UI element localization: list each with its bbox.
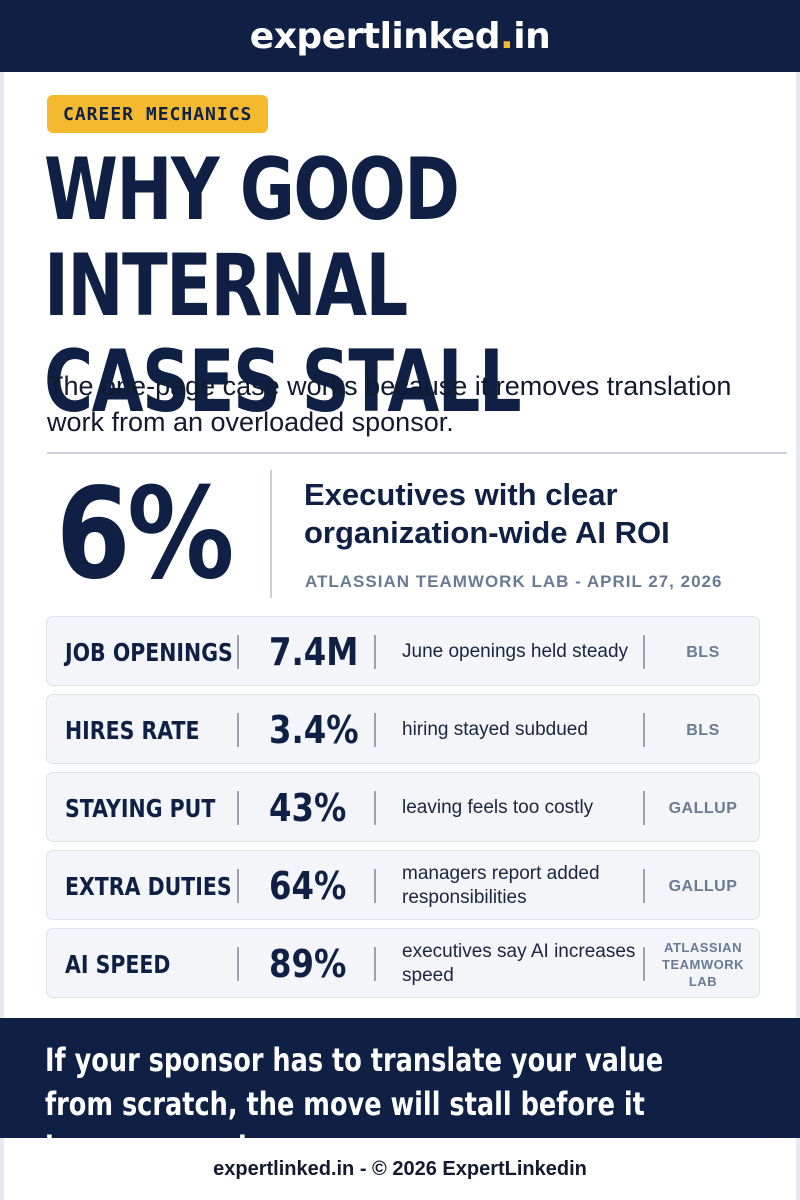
- stat-description: June openings held steady: [402, 641, 629, 662]
- stat-description: managers report added responsibilities: [402, 863, 600, 908]
- headline-line-1: WHY GOOD INTERNAL: [44, 140, 460, 336]
- quote-banner: If your sponsor has to translate your va…: [0, 1018, 800, 1167]
- stat-value: 7.4M: [269, 630, 359, 674]
- key-stat-separator: [270, 470, 272, 598]
- separator: [237, 947, 239, 981]
- stat-description: executives say AI increases speed: [402, 941, 636, 986]
- brand-dot: .: [500, 15, 514, 57]
- stat-source: GALLUP: [668, 877, 738, 895]
- separator: [374, 791, 376, 825]
- divider: [47, 452, 787, 454]
- key-stat-label: Executives with clear organization-wide …: [304, 477, 670, 550]
- brand-name: expertlinked: [249, 15, 501, 57]
- key-stat-value: 6%: [56, 460, 234, 607]
- stats-table: JOB OPENINGS 7.4M June openings held ste…: [46, 616, 760, 1006]
- stat-label: STAYING PUT: [65, 793, 216, 823]
- stat-value: 3.4%: [269, 708, 359, 752]
- stat-row: AI SPEED 89% executives say AI increases…: [46, 928, 760, 998]
- separator: [374, 713, 376, 747]
- stat-row: STAYING PUT 43% leaving feels too costly…: [46, 772, 760, 842]
- stat-value: 89%: [269, 942, 347, 986]
- separator: [643, 713, 645, 747]
- stat-source: GALLUP: [668, 799, 738, 817]
- stat-label: HIRES RATE: [65, 715, 200, 745]
- separator: [643, 635, 645, 669]
- top-bar: expertlinked.in: [0, 0, 800, 72]
- category-tag: CAREER MECHANICS: [47, 95, 269, 133]
- stat-label: AI SPEED: [65, 949, 171, 979]
- footer: expertlinked.in - © 2026 ExpertLinkedin: [0, 1138, 800, 1200]
- separator: [374, 947, 376, 981]
- brand-logo[interactable]: expertlinked.in: [249, 15, 551, 57]
- stat-row: EXTRA DUTIES 64% managers report added r…: [46, 850, 760, 920]
- stat-row: HIRES RATE 3.4% hiring stayed subdued BL…: [46, 694, 760, 764]
- separator: [643, 947, 645, 981]
- stat-source: BLS: [686, 643, 720, 661]
- separator: [643, 869, 645, 903]
- stat-value: 64%: [269, 864, 347, 908]
- separator: [237, 869, 239, 903]
- content-card: CAREER MECHANICS WHY GOOD INTERNAL CASES…: [0, 72, 800, 1018]
- separator: [643, 791, 645, 825]
- stat-description: leaving feels too costly: [402, 797, 594, 818]
- stat-row: JOB OPENINGS 7.4M June openings held ste…: [46, 616, 760, 686]
- headline: WHY GOOD INTERNAL CASES STALL: [44, 142, 762, 430]
- stat-label: EXTRA DUTIES: [65, 871, 232, 901]
- brand-tld: in: [513, 15, 551, 57]
- separator: [237, 635, 239, 669]
- stat-label: JOB OPENINGS: [65, 637, 233, 667]
- stat-source: BLS: [686, 721, 720, 739]
- separator: [237, 791, 239, 825]
- stat-description: hiring stayed subdued: [402, 719, 588, 740]
- stat-source: ATLASSIAN TEAMWORK LAB: [662, 939, 744, 989]
- stat-value: 43%: [269, 786, 347, 830]
- separator: [237, 713, 239, 747]
- key-stat-source: ATLASSIAN TEAMWORK LAB - APRIL 27, 2026: [305, 572, 723, 591]
- separator: [374, 869, 376, 903]
- headline-line-2: CASES STALL: [44, 332, 522, 432]
- subtitle: The one-page case works because it remov…: [47, 371, 732, 437]
- separator: [374, 635, 376, 669]
